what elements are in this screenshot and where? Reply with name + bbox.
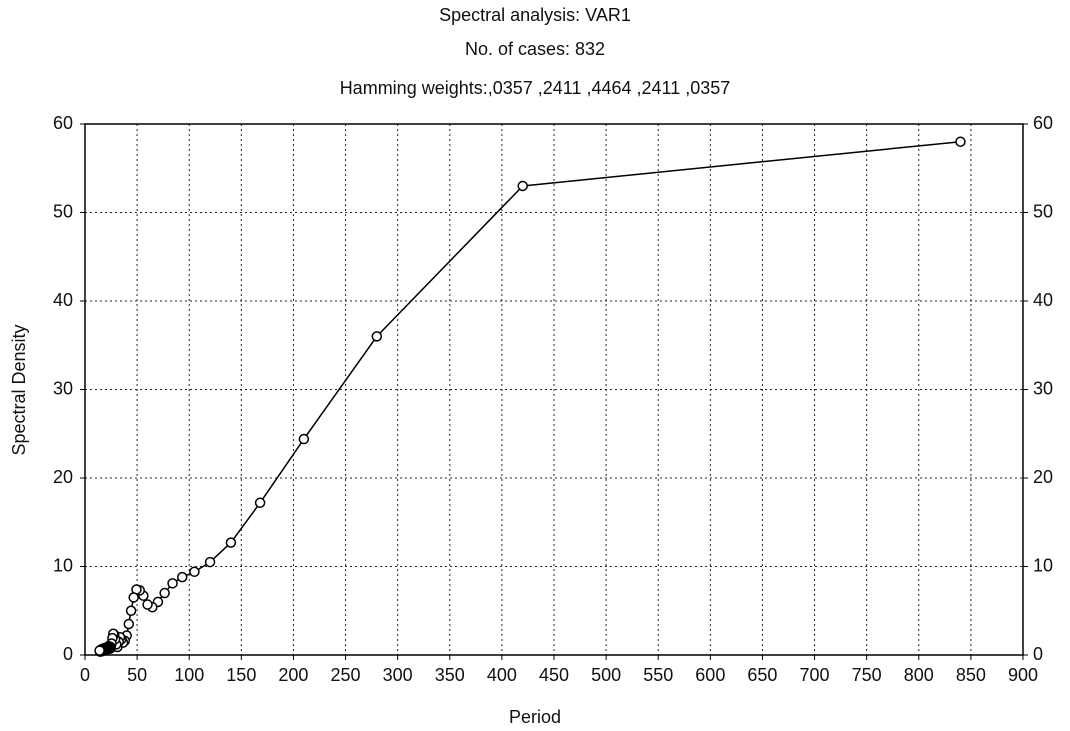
data-point	[254, 497, 266, 509]
y2-tick-label: 40	[1033, 290, 1053, 310]
y-axis-label: Spectral Density	[9, 324, 29, 455]
y-tick-label: 20	[53, 467, 73, 487]
y-tick-label: 0	[63, 644, 73, 664]
y-tick-label: 60	[53, 113, 73, 133]
x-tick-label: 700	[800, 665, 830, 685]
y2-tick-label: 20	[1033, 467, 1053, 487]
x-tick-label: 250	[331, 665, 361, 685]
data-point	[123, 618, 135, 630]
x-tick-label: 350	[435, 665, 465, 685]
x-tick-label: 50	[127, 665, 147, 685]
x-tick-label: 150	[226, 665, 256, 685]
x-tick-label: 500	[591, 665, 621, 685]
annotation: Hamming weights:,0357 ,2411 ,4464 ,2411 …	[340, 78, 731, 98]
data-point	[517, 180, 528, 192]
y2-tick-label: 10	[1033, 555, 1053, 575]
x-tick-label: 900	[1008, 665, 1038, 685]
data-point	[189, 566, 200, 578]
y-tick-label: 40	[53, 290, 73, 310]
data-line	[98, 140, 961, 655]
x-tick-label: 650	[747, 665, 777, 685]
y-tick-label: 10	[53, 555, 73, 575]
data-point	[94, 645, 105, 656]
data-point	[125, 605, 137, 616]
data-point	[955, 136, 966, 147]
data-point	[225, 537, 237, 548]
x-tick-label: 300	[383, 665, 413, 685]
x-axis-label: Period	[509, 707, 561, 727]
y-tick-label: 50	[53, 201, 73, 221]
x-tick-label: 800	[904, 665, 934, 685]
data-point	[142, 599, 153, 610]
x-tick-label: 550	[643, 665, 673, 685]
data-point	[159, 587, 170, 599]
y-tick-label: 30	[53, 378, 73, 398]
data-point	[371, 331, 383, 342]
x-tick-label: 850	[956, 665, 986, 685]
y2-tick-label: 30	[1033, 378, 1053, 398]
data-point	[128, 592, 139, 603]
data-point	[167, 578, 178, 589]
y2-tick-label: 0	[1033, 644, 1043, 664]
plot-frame	[84, 123, 1024, 656]
data-point	[176, 571, 188, 583]
y2-tick-label: 60	[1033, 113, 1053, 133]
data-point	[204, 556, 216, 568]
x-tick-label: 200	[278, 665, 308, 685]
chart-subtitle: No. of cases: 832	[465, 39, 605, 59]
x-tick-label: 0	[80, 665, 90, 685]
x-tick-label: 750	[852, 665, 882, 685]
y2-tick-label: 50	[1033, 201, 1053, 221]
x-tick-label: 600	[695, 665, 725, 685]
chart-title: Spectral analysis: VAR1	[439, 5, 631, 25]
x-tick-label: 450	[539, 665, 569, 685]
x-tick-label: 100	[174, 665, 204, 685]
x-tick-label: 400	[487, 665, 517, 685]
data-point	[298, 433, 310, 445]
